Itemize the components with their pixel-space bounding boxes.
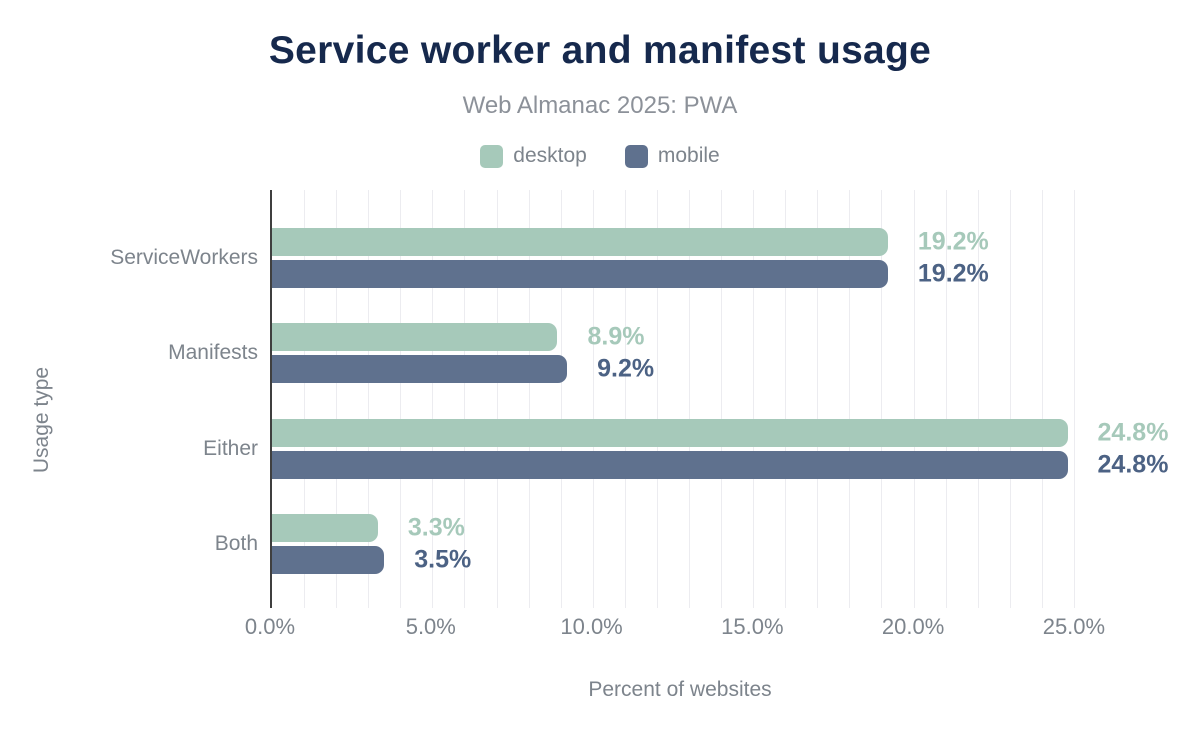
gridline	[1009, 190, 1011, 608]
gridline	[849, 190, 851, 608]
gridline	[721, 190, 723, 608]
x-tick-label: 15.0%	[721, 614, 784, 639]
gridline	[881, 190, 883, 608]
gridline	[496, 190, 498, 608]
gridline	[1041, 190, 1043, 608]
gridline	[624, 190, 626, 608]
x-tick-label: 20.0%	[881, 614, 945, 639]
bar-value-label-desktop-manifests: 8.9%	[587, 322, 645, 351]
x-tick-label: 10.0%	[560, 614, 623, 639]
category-axis-labels: ServiceWorkers Manifests Either Both	[0, 190, 258, 608]
bar-mobile-both	[272, 545, 385, 574]
bar-value-label-mobile-both: 3.5%	[414, 545, 472, 574]
bar-value-label-mobile-either: 24.8%	[1097, 450, 1169, 479]
gridline	[689, 190, 691, 608]
gridline	[785, 190, 787, 608]
gridline	[304, 190, 306, 608]
gridline	[945, 190, 947, 608]
gridline	[560, 190, 562, 608]
category-label-both: Both	[214, 531, 258, 555]
bar-desktop-both	[272, 513, 378, 542]
gridline	[817, 190, 819, 608]
legend: desktop mobile	[0, 144, 1200, 168]
legend-swatch-desktop	[480, 144, 504, 168]
x-tick-label: 0.0%	[244, 614, 296, 639]
legend-swatch-mobile	[624, 144, 648, 168]
x-axis-title: Percent of websites	[588, 678, 772, 701]
x-tick-label: 25.0%	[1042, 614, 1106, 639]
category-label-serviceworkers: ServiceWorkers	[110, 246, 258, 269]
gridline	[336, 190, 338, 608]
plot-area: 19.2% 19.2% 8.9% 9.2% 24.8% 24.8% 3.3% 3.5%	[270, 190, 1168, 608]
bar-mobile-either	[272, 450, 1068, 479]
bar-desktop-either	[272, 418, 1068, 447]
gridline	[753, 190, 755, 608]
bar-value-label-mobile-manifests: 9.2%	[597, 354, 655, 383]
category-label-either: Either	[203, 436, 258, 460]
bar-mobile-manifests	[272, 355, 568, 384]
bar-value-label-desktop-serviceworkers: 19.2%	[917, 227, 989, 256]
category-label-manifests: Manifests	[168, 341, 258, 365]
bar-value-label-desktop-both: 3.3%	[407, 513, 465, 542]
bar-value-label-desktop-either: 24.8%	[1097, 418, 1169, 447]
legend-item-mobile: mobile	[624, 144, 720, 168]
bar-desktop-serviceworkers	[272, 228, 888, 256]
gridline	[977, 190, 979, 608]
gridline	[368, 190, 370, 608]
gridline	[913, 190, 915, 608]
x-tick-label: 5.0%	[405, 614, 456, 639]
gridline	[1073, 190, 1075, 608]
bar-value-label-mobile-serviceworkers: 19.2%	[917, 259, 989, 288]
x-axis-ticks: 0.0% 5.0% 10.0% 15.0% 20.0% 25.0%	[245, 614, 1105, 644]
gridline	[592, 190, 594, 608]
bar-desktop-manifests	[272, 323, 558, 352]
legend-label: desktop	[513, 144, 587, 167]
gridline	[400, 190, 402, 608]
legend-label: mobile	[657, 144, 720, 167]
chart-title: Service worker and manifest usage	[268, 29, 932, 72]
bar-mobile-serviceworkers	[272, 260, 888, 288]
gridline	[656, 190, 658, 608]
gridline	[528, 190, 530, 608]
gridline	[432, 190, 434, 608]
legend-item-desktop: desktop	[480, 144, 587, 168]
gridline	[464, 190, 466, 608]
chart-subtitle: Web Almanac 2025: PWA	[462, 92, 738, 119]
